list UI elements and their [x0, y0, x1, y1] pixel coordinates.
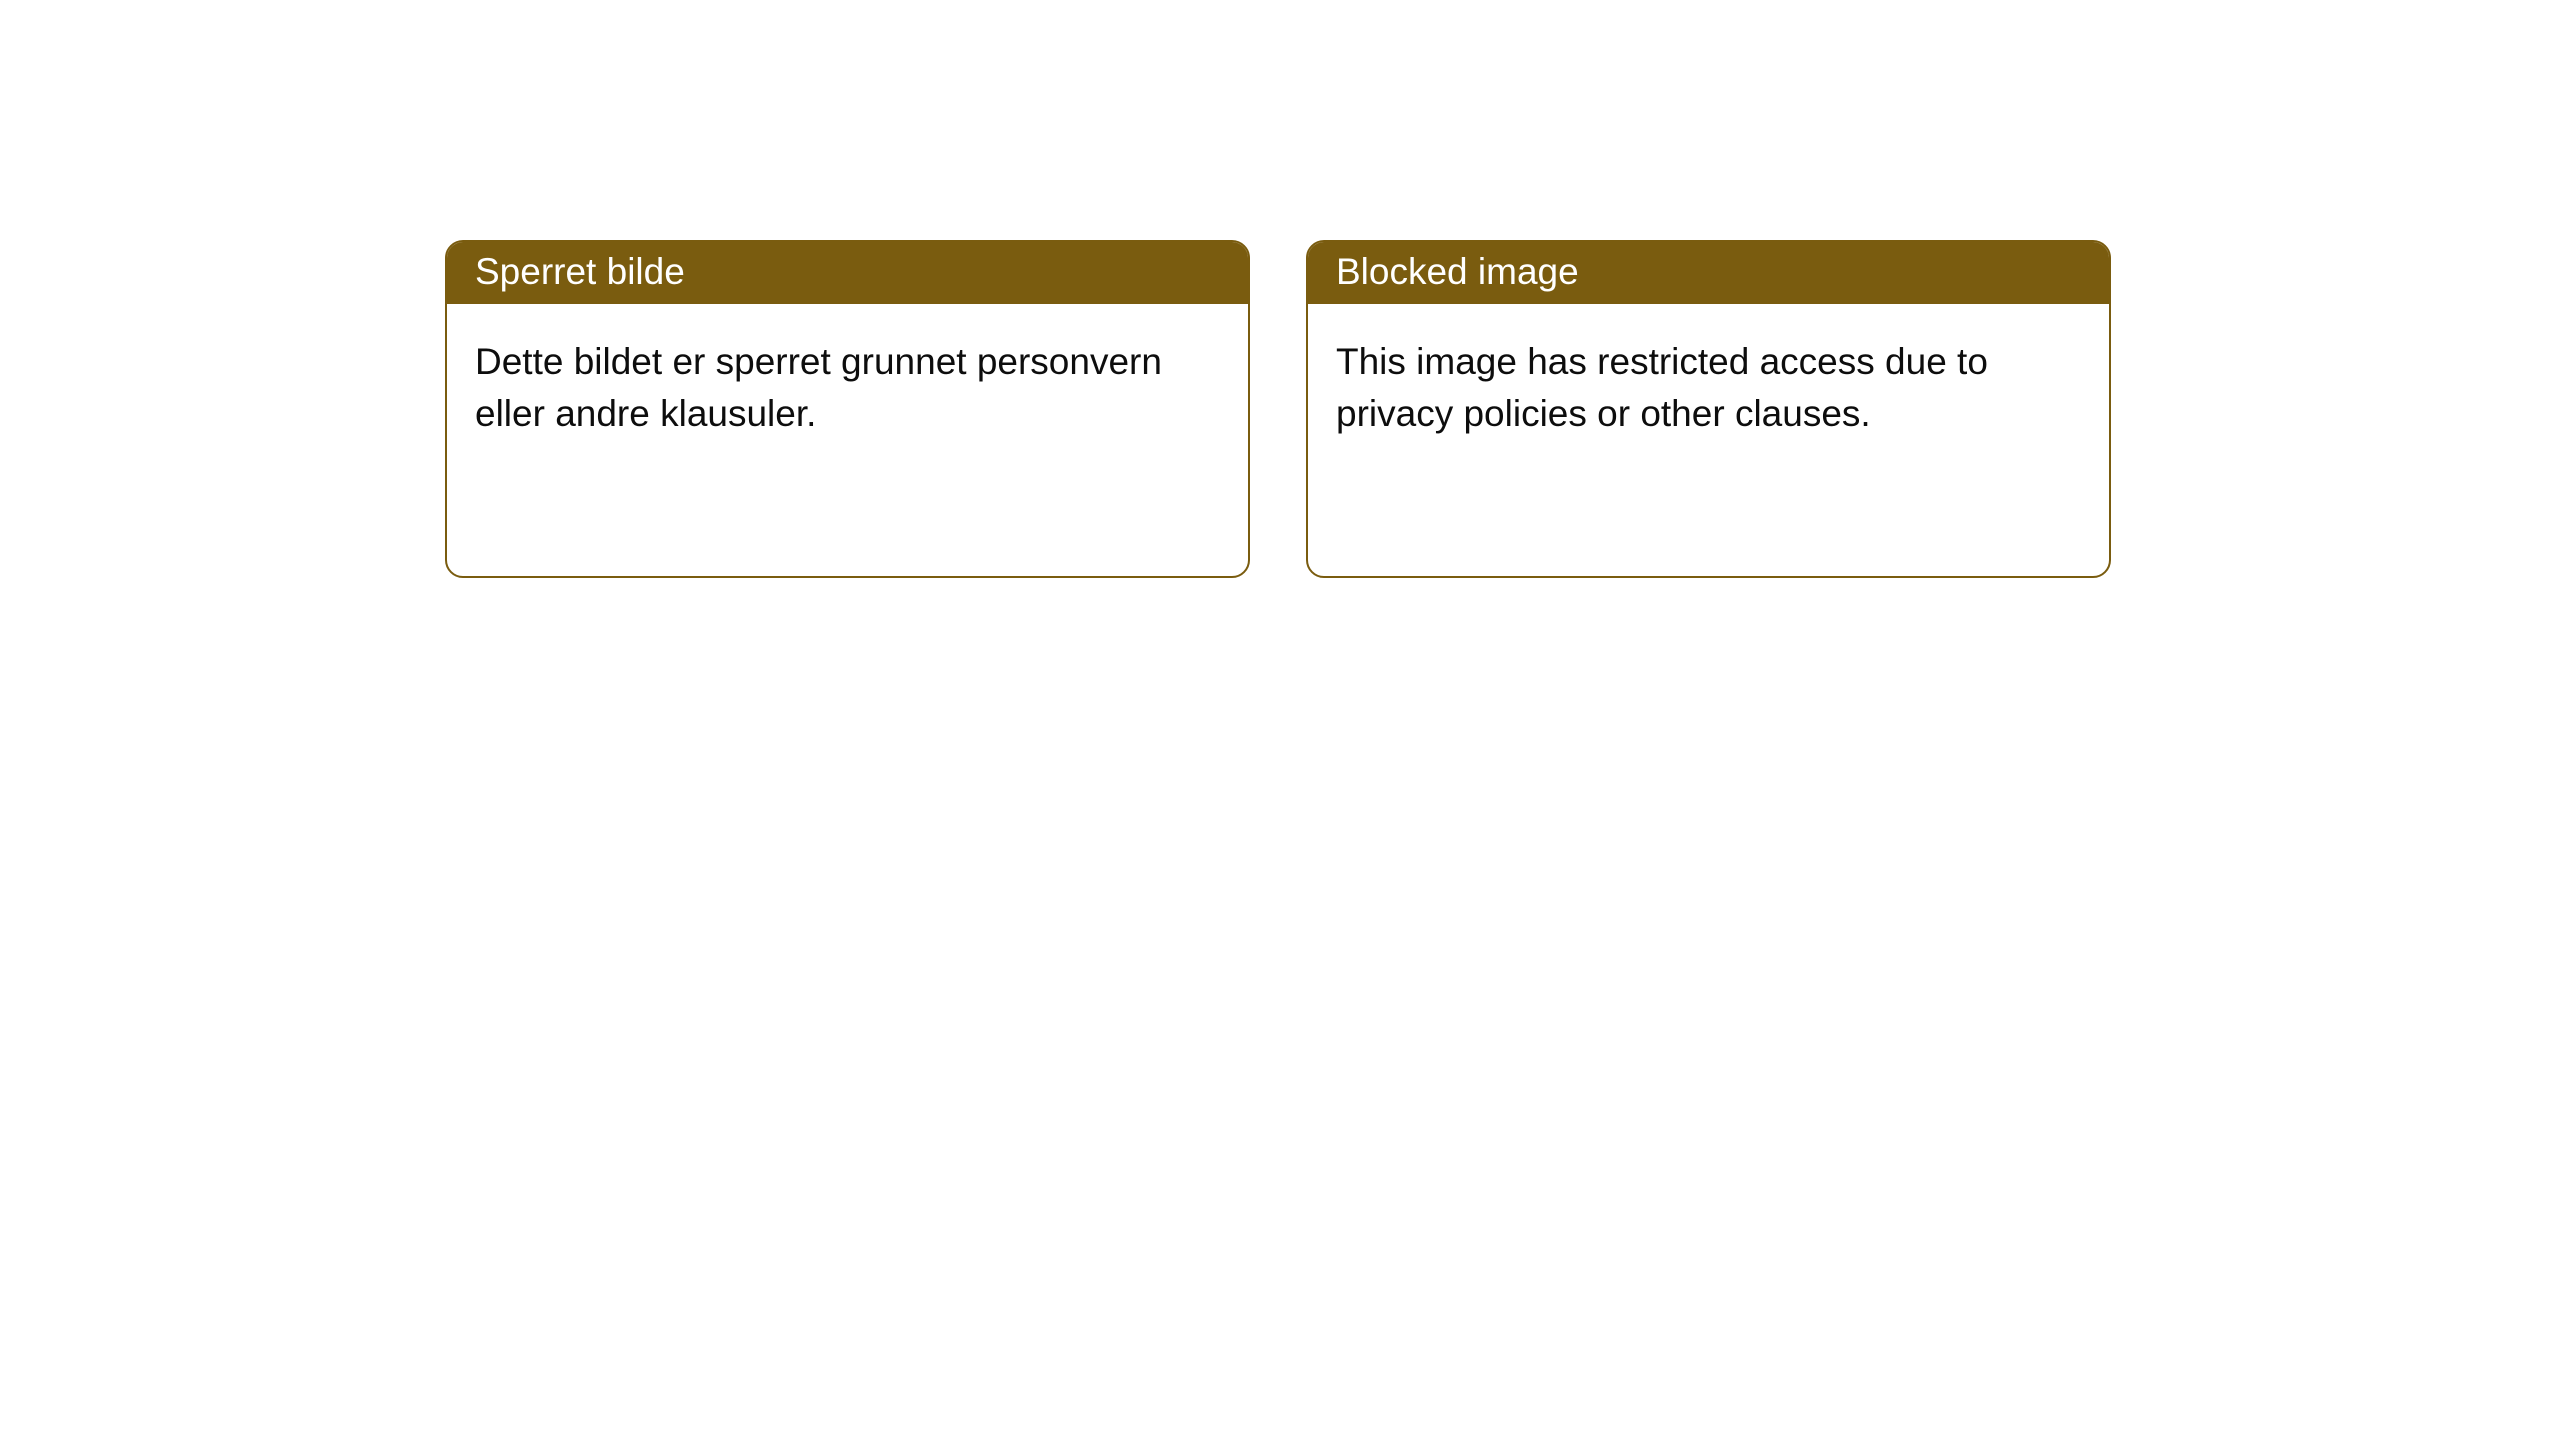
notice-title-english: Blocked image — [1308, 242, 2109, 304]
notice-card-english: Blocked image This image has restricted … — [1306, 240, 2111, 578]
notice-title-norwegian: Sperret bilde — [447, 242, 1248, 304]
notice-container: Sperret bilde Dette bildet er sperret gr… — [0, 0, 2560, 578]
notice-body-english: This image has restricted access due to … — [1308, 304, 2109, 472]
notice-card-norwegian: Sperret bilde Dette bildet er sperret gr… — [445, 240, 1250, 578]
notice-body-norwegian: Dette bildet er sperret grunnet personve… — [447, 304, 1248, 472]
